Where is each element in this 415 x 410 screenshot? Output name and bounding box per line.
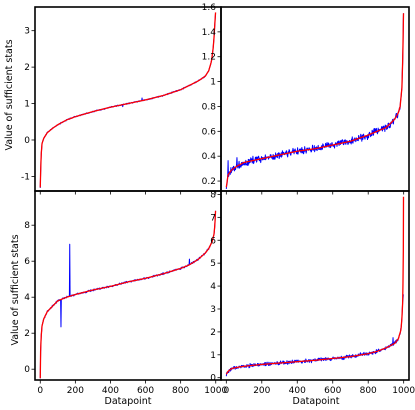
top-left-series-red-line	[39, 12, 217, 188]
bottom-left-frame	[34, 190, 222, 381]
bottom-right-x-tick-label: 1000	[392, 386, 415, 396]
bottom-left-y-tick-label: 0	[24, 365, 30, 375]
bottom-left-x-axis-label: Datapoint	[105, 396, 152, 407]
bottom-right-y-tick-label: 6	[210, 236, 216, 246]
bottom-left-x-tick-label: 0	[37, 386, 43, 396]
top-right-y-tick-label: 1	[210, 78, 216, 88]
top-right-y-tick-label: 1.2	[202, 53, 216, 63]
bottom-left-x-tick-label: 200	[67, 386, 84, 396]
bottom-right-frame	[220, 190, 410, 381]
bottom-left-x-tick-label: 600	[137, 386, 154, 396]
bottom-left-y-tick-label: 6	[24, 257, 30, 267]
bottom-right-y-tick-label: 8	[210, 190, 216, 200]
top-right-series-blue-line	[225, 13, 404, 189]
top-left-y-tick-label: 2	[24, 63, 30, 73]
bottom-left-x-tick-label: 1000	[204, 386, 227, 396]
top-left-series-blue-line	[39, 12, 217, 188]
bottom-left-series-red-line	[39, 210, 217, 379]
top-right-series-red-line	[225, 13, 405, 188]
bottom-right-y-tick-label: 2	[210, 328, 216, 338]
bottom-right-series-red-line	[225, 196, 405, 375]
panel-top-right: 0.2 0.4 0.6 0.8 1 1.2 1.4 1.6	[202, 3, 410, 195]
top-left-y-tick-label: -1	[21, 172, 30, 182]
bottom-right-y-tick-label: 1	[210, 351, 216, 361]
bottom-left-y-tick-label: 4	[24, 293, 30, 303]
bottom-left-y-tick-label: 8	[24, 221, 30, 231]
panel-top-left: -1 0 1 2 3	[21, 6, 222, 195]
bottom-right-x-tick-label: 800	[360, 386, 377, 396]
bottom-right-x-tick-label: 600	[324, 386, 341, 396]
bottom-left-series-blue-line	[39, 210, 217, 379]
bottom-right-y-tick-label: 3	[210, 305, 216, 315]
top-right-y-tick-label: 1.6	[202, 3, 217, 13]
top-left-frame	[34, 6, 222, 192]
top-left-y-tick-label: 0	[24, 136, 30, 146]
top-right-y-tick-label: 0.4	[202, 152, 217, 162]
bottom-right-x-tick-label: 0	[223, 386, 229, 396]
top-y-axis-label: Value of sufficient stats	[4, 39, 15, 150]
bottom-right-y-tick-label: 5	[210, 259, 216, 269]
top-right-y-tick-label: 0.8	[202, 102, 217, 112]
top-left-y-tick-label: 1	[24, 100, 30, 110]
top-right-y-tick-label: 0.6	[202, 127, 217, 137]
panel-bottom-right: 0 1 2 3 4 5 6 7 8 0 200 400 600 800 1000	[210, 190, 415, 396]
bottom-right-x-tick-label: 200	[253, 386, 270, 396]
bottom-right-y-tick-label: 0	[210, 374, 216, 384]
bottom-left-x-tick-label: 400	[102, 386, 119, 396]
bottom-right-y-tick-label: 7	[210, 213, 216, 223]
top-right-y-tick-label: 1.4	[202, 28, 217, 38]
top-left-y-tick-label: 3	[24, 27, 30, 37]
bottom-y-axis-label: Value of sufficient stats	[10, 234, 21, 345]
bottom-left-y-tick-label: 2	[24, 329, 30, 339]
top-right-y-tick-label: 0.2	[202, 177, 216, 187]
bottom-left-x-tick-label: 800	[172, 386, 189, 396]
bottom-right-x-tick-label: 400	[289, 386, 306, 396]
bottom-right-y-tick-label: 4	[210, 282, 216, 292]
bottom-right-series-blue-line	[225, 294, 404, 377]
bottom-right-x-axis-label: Datapoint	[293, 396, 340, 407]
